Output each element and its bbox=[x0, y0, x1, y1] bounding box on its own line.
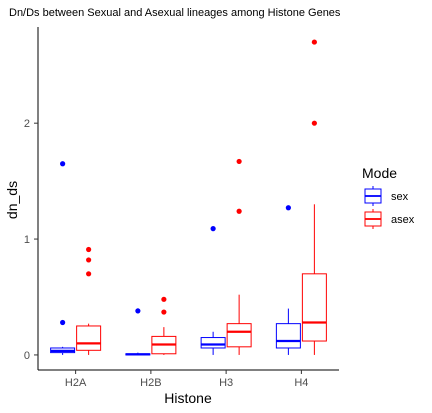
outlier-point bbox=[236, 158, 242, 165]
y-axis-label: dn_ds bbox=[4, 181, 20, 219]
y-tick-label: 1 bbox=[24, 234, 30, 246]
box-asex-H3 bbox=[226, 158, 252, 355]
box-iqr bbox=[275, 323, 301, 349]
legend-title: Mode bbox=[362, 165, 397, 181]
outlier-point bbox=[311, 120, 317, 126]
legend-label: sex bbox=[391, 191, 409, 203]
outlier-point bbox=[60, 161, 66, 167]
box-iqr bbox=[76, 325, 102, 351]
outlier-point bbox=[161, 296, 167, 302]
box-asex-H4 bbox=[301, 39, 327, 355]
outlier-point bbox=[210, 226, 216, 232]
box-sex-H4 bbox=[275, 205, 301, 355]
plot-area bbox=[50, 39, 327, 356]
outlier-point bbox=[86, 271, 92, 277]
outlier-point bbox=[86, 246, 92, 253]
legend-label: asex bbox=[391, 214, 415, 226]
box-sex-H3 bbox=[200, 226, 226, 355]
legend-key-sex: sex bbox=[364, 186, 409, 206]
x-axis-label: Histone bbox=[164, 390, 212, 406]
outlier-point bbox=[161, 309, 167, 315]
axes: 0 1 2 H2A H2B H3 H4 bbox=[24, 118, 309, 389]
box-sex-H2B bbox=[125, 308, 151, 356]
y-tick-label: 0 bbox=[24, 350, 30, 362]
outlier-point bbox=[60, 319, 66, 326]
outlier-point bbox=[236, 208, 242, 214]
box-sex-H2A bbox=[50, 161, 76, 355]
box-iqr bbox=[226, 323, 252, 348]
x-tick-label: H2B bbox=[140, 377, 161, 389]
legend-key-asex: asex bbox=[364, 209, 415, 229]
box-asex-H2A bbox=[76, 246, 102, 355]
x-tick-label: H3 bbox=[219, 377, 233, 389]
box-asex-H2B bbox=[151, 296, 177, 355]
x-tick-label: H4 bbox=[294, 377, 308, 389]
outlier-point bbox=[311, 39, 317, 45]
y-tick-label: 2 bbox=[24, 118, 30, 130]
box-iqr bbox=[200, 337, 226, 349]
legend: Mode sex asex bbox=[362, 165, 415, 229]
outlier-point bbox=[135, 308, 141, 314]
x-tick-label: H2A bbox=[65, 377, 87, 389]
outlier-point bbox=[285, 205, 291, 211]
outlier-point bbox=[86, 257, 92, 263]
chart-title: Dn/Ds between Sexual and Asexual lineage… bbox=[9, 7, 341, 19]
box-iqr bbox=[301, 273, 327, 342]
